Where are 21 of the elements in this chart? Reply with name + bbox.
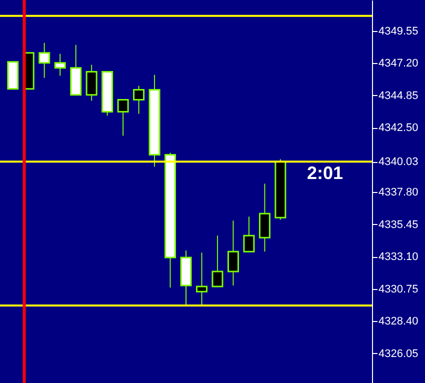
- y-tick-label: 4328.40: [378, 316, 418, 328]
- y-tick-label: 4342.50: [378, 122, 418, 134]
- candlestick: [212, 235, 224, 288]
- y-tick-label: 4344.85: [378, 90, 418, 102]
- y-tick-label: 4337.80: [378, 186, 418, 199]
- y-tick-label: 4333.10: [378, 251, 418, 264]
- y-tick-label: 4326.05: [378, 348, 418, 360]
- candlestick: [38, 42, 50, 78]
- y-tick-label: 4335.45: [378, 218, 418, 231]
- candlestick: [227, 220, 239, 286]
- y-tick-label: 4347.20: [378, 58, 418, 70]
- candlestick: [243, 216, 255, 252]
- annotation: 2:01: [306, 163, 344, 183]
- y-tick-label: 4330.75: [378, 283, 418, 296]
- candlestick: [196, 252, 208, 306]
- candlestick: [86, 64, 98, 102]
- y-tick-label: 4349.55: [378, 25, 418, 38]
- candlestick: [54, 53, 66, 76]
- candlestick: [117, 99, 129, 136]
- candlestick: [133, 85, 145, 114]
- y-tick-label: 4340.03: [378, 156, 418, 168]
